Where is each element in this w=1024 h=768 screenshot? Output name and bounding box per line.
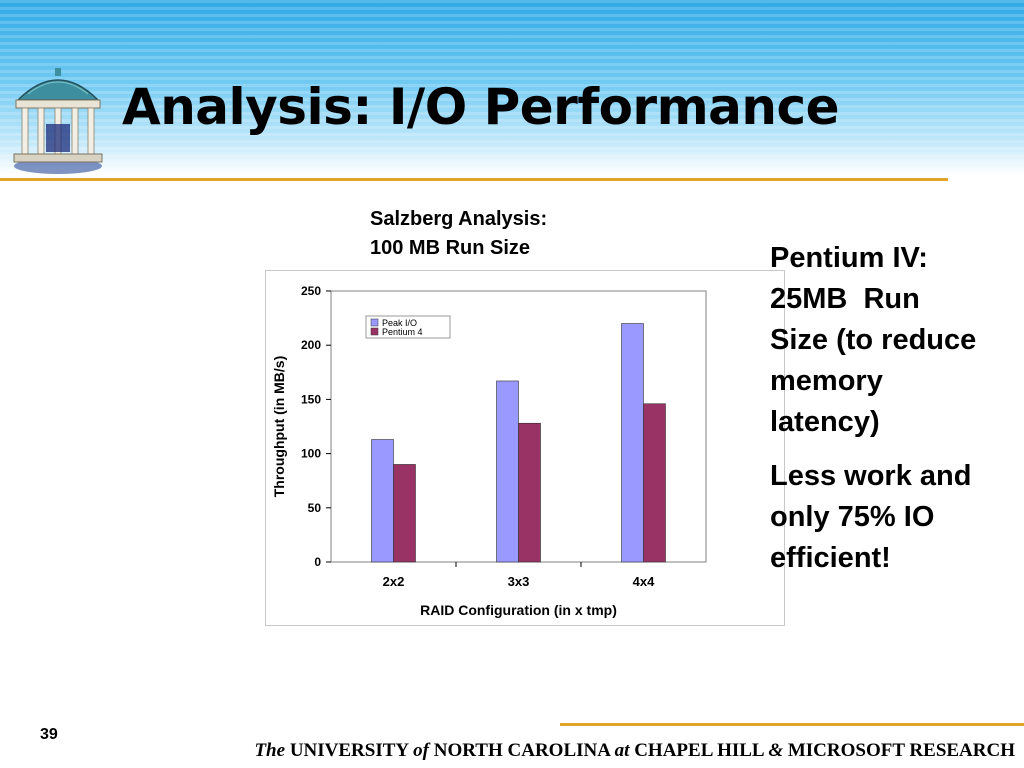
legend-label: Peak I/O — [382, 318, 417, 328]
footer-microsoft-research: MICROSOFT RESEARCH — [787, 740, 1015, 761]
old-well-logo-icon — [13, 68, 103, 174]
bullet-less-work: Less work and only 75% IO efficient! — [770, 456, 1020, 579]
bullet-2-line-1: Less work and — [770, 460, 972, 492]
bar-pentium-4 — [518, 422, 541, 563]
x-tick-label: 3x3 — [508, 574, 530, 589]
footer-chapel-hill: CHAPEL HILL — [634, 740, 764, 761]
legend-swatch — [370, 318, 379, 327]
bullet-2-line-3: efficient! — [770, 542, 891, 574]
bar-peak-io — [371, 439, 394, 563]
bar-peak-io — [496, 380, 519, 563]
chart-frame: 0 50 100 150 200 250 2x2 3x3 4x4 RAID Configurati… — [265, 270, 785, 626]
x-axis-label: RAID Configuration (in x tmp) — [420, 602, 617, 618]
page-number: 39 — [40, 726, 58, 743]
y-axis-label: Throughput (in MB/s) — [271, 356, 287, 498]
bullet-1-line-3: Size (to reduce — [770, 324, 977, 356]
footer-of: of — [413, 740, 429, 761]
x-tick-label: 2x2 — [383, 574, 405, 589]
footer-ampersand: & — [768, 740, 784, 761]
footer-university: UNIVERSITY — [289, 740, 409, 761]
slide-title: Analysis: I/O Performance — [122, 78, 840, 136]
footer-divider — [560, 723, 1024, 726]
bullet-1-line-4: memory — [770, 365, 883, 397]
bullet-pentium-iv: Pentium IV: 25MB Run Size (to reduce mem… — [770, 238, 1020, 443]
chart-caption-line-2: 100 MB Run Size — [370, 237, 531, 259]
bullet-1-line-5: latency) — [770, 406, 880, 438]
bullet-2-line-2: only 75% IO — [770, 501, 935, 533]
footer-north-carolina: NORTH CAROLINA — [433, 740, 610, 761]
footer-the: The — [254, 740, 286, 761]
x-tick-label: 4x4 — [633, 574, 655, 589]
y-tick-label: 200 — [301, 338, 321, 352]
footer-at: at — [614, 740, 630, 761]
y-tick-label: 150 — [301, 392, 321, 406]
footer-institution: The UNIVERSITY of NORTH CAROLINA at CHAP… — [190, 740, 1015, 762]
chart-caption-line-1: Salzberg Analysis: — [370, 208, 548, 230]
y-tick-label: 50 — [308, 501, 322, 515]
legend-box — [365, 315, 451, 339]
bullet-list: Pentium IV: 25MB Run Size (to reduce mem… — [770, 238, 1020, 592]
bar-peak-io — [621, 323, 644, 563]
legend-label: Pentium 4 — [382, 327, 423, 337]
bar-chart: 0 50 100 150 200 250 2x2 3x3 4x4 RAID Configurati… — [271, 284, 707, 618]
bar-pentium-4 — [643, 403, 666, 563]
y-tick-label: 0 — [314, 555, 321, 569]
y-tick-label: 250 — [301, 284, 321, 298]
chart-caption: Salzberg Analysis: 100 MB Run Size — [370, 205, 547, 263]
bar-pentium-4 — [393, 464, 416, 563]
bullet-1-line-1: Pentium IV: — [770, 242, 928, 274]
y-tick-label: 100 — [301, 447, 321, 461]
legend-swatch — [370, 327, 379, 336]
bullet-1-line-2: 25MB Run — [770, 283, 920, 315]
title-divider — [0, 178, 948, 181]
header-band — [0, 0, 1024, 175]
